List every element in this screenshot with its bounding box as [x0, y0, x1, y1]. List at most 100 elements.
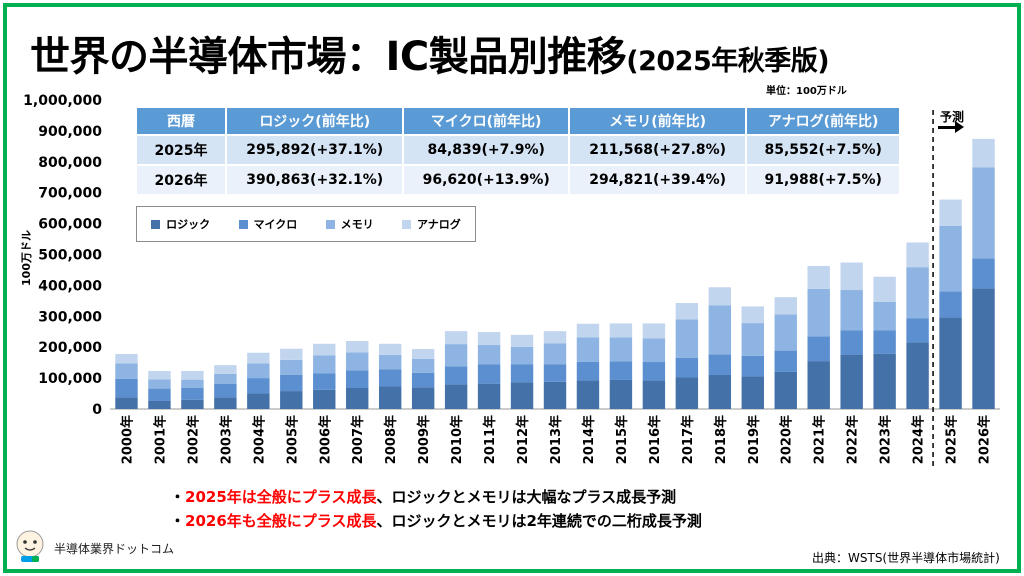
bar-segment — [807, 336, 830, 362]
note-highlight: 2025年は全般にプラス成長 — [185, 488, 377, 506]
bar-segment — [510, 346, 534, 365]
bar-segment — [543, 364, 567, 382]
summary-table: 西暦 ロジック(前年比) マイクロ(前年比) メモリ(前年比) アナログ(前年比… — [137, 106, 899, 196]
bar-segment — [675, 303, 699, 320]
x-tick-label: 2005年 — [284, 415, 300, 464]
x-tick-label: 2018年 — [713, 415, 729, 464]
bar-segment — [906, 342, 929, 409]
bar-segment — [214, 365, 237, 374]
bar-segment — [939, 225, 962, 292]
bar-segment — [214, 383, 237, 398]
bar-segment — [576, 337, 600, 362]
bar-segment — [543, 343, 567, 365]
bar-segment — [346, 352, 369, 371]
bar-segment — [247, 378, 270, 394]
bar-segment — [181, 399, 204, 409]
summary-row-2025: 2025年 295,892(+37.1%) 84,839(+7.9%) 211,… — [137, 136, 899, 164]
x-tick-label: 2024年 — [911, 415, 927, 464]
x-tick-label: 2007年 — [350, 415, 366, 464]
x-tick-label: 2012年 — [515, 415, 531, 464]
site-name: 半導体業界ドットコム — [54, 542, 175, 556]
bar-segment — [148, 379, 171, 389]
x-tick-label: 2023年 — [878, 415, 894, 464]
legend-label: アナログ — [417, 218, 461, 231]
legend-swatch — [402, 219, 412, 229]
note-text: 、ロジックとメモリは2年連続での二桁成長予測 — [376, 512, 702, 530]
bar-segment — [510, 364, 534, 383]
y-tick-label: 300,000 — [38, 309, 102, 325]
x-tick-label: 2022年 — [845, 415, 861, 464]
x-tick-label: 2020年 — [779, 415, 795, 464]
x-tick-label: 2016年 — [647, 415, 663, 464]
bar-segment — [280, 359, 303, 375]
summary-cell: 294,821(+39.4%) — [567, 166, 746, 194]
bar-segment — [378, 343, 402, 355]
legend-label: マイクロ — [253, 218, 298, 231]
source-credit: 出典：WSTS(世界半導体市場統計) — [812, 551, 1000, 565]
note-2026: ・2026年も全般にプラス成長、ロジックとメモリは2年連続での二桁成長予測 — [170, 512, 702, 530]
bar-segment — [972, 258, 995, 289]
legend-label: ロジック — [166, 218, 211, 231]
forecast-arrowhead-icon — [955, 121, 964, 133]
bar-segment — [576, 380, 600, 409]
bar-segment — [840, 330, 863, 355]
bar-segment — [576, 361, 600, 381]
bar-segment — [181, 379, 204, 388]
bar-segment — [873, 276, 896, 302]
x-tick-label: 2000年 — [119, 415, 135, 464]
legend-item-logic: ロジック — [151, 216, 210, 232]
x-tick-label: 2011年 — [482, 415, 498, 464]
bar-segment — [313, 373, 336, 390]
summary-notes: ・2025年は全般にプラス成長、ロジックとメモリは大幅なプラス成長予測 ・202… — [170, 485, 702, 533]
summary-cell: 2026年 — [137, 166, 225, 194]
forecast-arrow-icon — [938, 126, 956, 129]
x-tick-label: 2021年 — [812, 415, 828, 464]
summary-cell: 295,892(+37.1%) — [225, 136, 403, 164]
y-tick-label: 1,000,000 — [23, 93, 102, 109]
y-tick-label: 600,000 — [38, 217, 102, 233]
summary-cell: 390,863(+32.1%) — [225, 166, 403, 194]
bar-segment — [576, 323, 600, 338]
bar-segment — [675, 357, 699, 378]
summary-header-analog: アナログ(前年比) — [745, 108, 899, 134]
summary-row-2026: 2026年 390,863(+32.1%) 96,620(+13.9%) 294… — [137, 166, 899, 194]
bar-segment — [972, 288, 995, 409]
bar-segment — [411, 372, 435, 388]
y-tick-label: 800,000 — [38, 155, 102, 171]
note-2025: ・2025年は全般にプラス成長、ロジックとメモリは大幅なプラス成長予測 — [170, 488, 677, 506]
bar-segment — [148, 400, 171, 409]
chart-legend: ロジック マイクロ メモリ アナログ — [136, 206, 476, 242]
bar-segment — [411, 387, 435, 409]
bar-segment — [972, 138, 995, 168]
bar-segment — [115, 397, 138, 409]
summary-header-memory: メモリ(前年比) — [567, 108, 746, 134]
bar-segment — [873, 301, 896, 331]
x-tick-label: 2013年 — [548, 415, 564, 464]
bar-segment — [214, 373, 237, 384]
x-tick-label: 2006年 — [317, 415, 333, 464]
bar-segment — [510, 334, 534, 347]
bar-segment — [708, 287, 732, 306]
legend-swatch — [151, 219, 161, 229]
bar-segment — [247, 352, 270, 364]
bar-segment — [873, 330, 896, 354]
bar-segment — [708, 305, 732, 355]
bar-segment — [543, 381, 567, 409]
bar-segment — [741, 355, 764, 377]
bar-segment — [807, 265, 830, 289]
bar-segment — [477, 332, 501, 346]
bar-segment — [675, 377, 699, 409]
bar-segment — [642, 323, 666, 339]
bar-segment — [543, 331, 567, 344]
summary-header-logic: ロジック(前年比) — [225, 108, 403, 134]
bar-segment — [840, 290, 863, 331]
bar-segment — [346, 387, 369, 409]
bar-segment — [115, 378, 138, 398]
site-branding: 半導体業界ドットコム — [12, 528, 252, 568]
bar-segment — [247, 363, 270, 379]
bar-segment — [972, 167, 995, 259]
x-tick-label: 2017年 — [680, 415, 696, 464]
bar-segment — [609, 323, 633, 338]
site-mascot-icon — [16, 530, 44, 562]
